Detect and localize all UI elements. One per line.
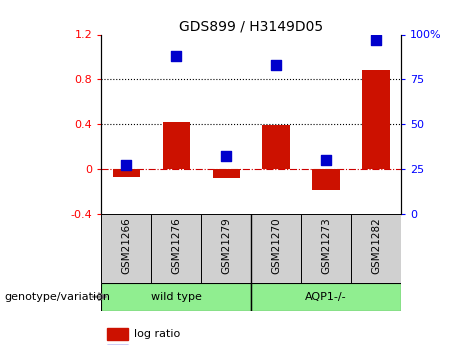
Bar — [201, 214, 251, 283]
Point — [322, 157, 330, 163]
Bar — [262, 125, 290, 169]
Bar — [362, 70, 390, 169]
Bar — [107, 328, 128, 340]
Text: GSM21279: GSM21279 — [221, 217, 231, 274]
Text: GSM21273: GSM21273 — [321, 217, 331, 274]
Point — [123, 163, 130, 168]
Point — [172, 53, 180, 59]
Bar — [301, 214, 351, 283]
Bar — [112, 169, 140, 177]
Text: GSM21276: GSM21276 — [171, 217, 181, 274]
Bar — [313, 169, 340, 190]
Text: wild type: wild type — [151, 292, 202, 302]
Bar — [101, 214, 151, 283]
Bar — [251, 214, 301, 283]
Bar — [251, 283, 401, 310]
Text: GSM21282: GSM21282 — [371, 217, 381, 274]
Text: log ratio: log ratio — [135, 329, 181, 339]
Text: GSM21270: GSM21270 — [271, 217, 281, 274]
Text: AQP1-/-: AQP1-/- — [305, 292, 347, 302]
Point — [223, 154, 230, 159]
Text: GSM21266: GSM21266 — [121, 217, 131, 274]
Bar — [163, 122, 190, 169]
Point — [272, 62, 280, 68]
Bar — [151, 214, 201, 283]
Bar — [213, 169, 240, 178]
Bar — [101, 283, 251, 310]
Text: genotype/variation: genotype/variation — [5, 292, 111, 302]
Point — [372, 37, 380, 43]
Title: GDS899 / H3149D05: GDS899 / H3149D05 — [179, 19, 323, 33]
Bar — [351, 214, 401, 283]
